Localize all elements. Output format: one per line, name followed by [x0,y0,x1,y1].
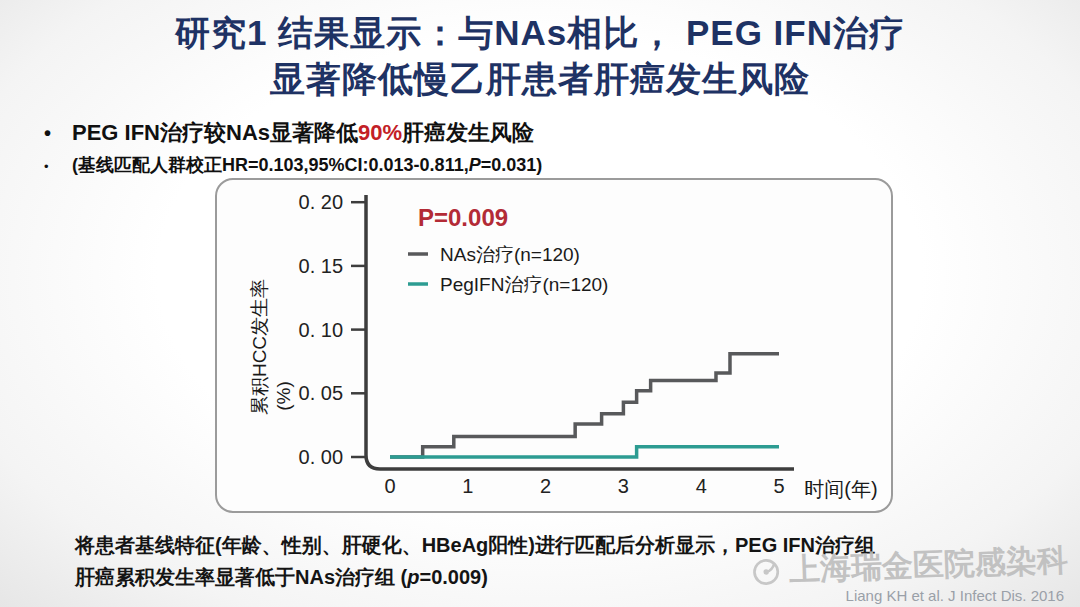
watermark-text: 上海瑞金医院感染科 [788,539,1068,591]
x-tick-label: 5 [773,475,784,497]
km-chart: 0. 00 0. 05 0. 10 0. 15 0. 20 0 1 2 3 4 5 时间(年) 累积HC… [217,180,891,511]
x-axis-title: 时间(年) [804,478,877,500]
bullet-item-1: • PEG IFN治疗较NAs显著降低90%肝癌发生风险 [44,118,542,148]
legend-label-pegifn: PegIFN治疗(n=120) [440,274,608,295]
y-tick-label: 0. 15 [299,255,343,277]
bullet-1-text: PEG IFN治疗较NAs显著降低90%肝癌发生风险 [72,118,534,148]
bullet-item-2: • (基线匹配人群校正HR=0.103,95%CI:0.013-0.811,P=… [44,148,542,177]
highlight-90pct: 90% [358,120,402,145]
y-tick-label: 0. 20 [299,191,343,213]
bullet-list: • PEG IFN治疗较NAs显著降低90%肝癌发生风险 • (基线匹配人群校正… [44,118,542,177]
hospital-logo-icon [747,552,784,589]
x-tick-label: 3 [618,475,629,497]
x-tick-label: 0 [384,475,395,497]
slide-title: 研究1 结果显示：与NAs相比， PEG IFN治疗 显著降低慢乙肝患者肝癌发生… [0,10,1080,102]
bullet-2-text: (基线匹配人群校正HR=0.103,95%CI:0.013-0.811,P=0.… [72,153,542,177]
bullet-marker: • [44,159,72,174]
x-tick-label: 1 [462,475,473,497]
p-value-label: P=0.009 [418,204,508,231]
legend-label-nas: NAs治疗(n=120) [440,244,580,265]
x-tick-label: 2 [540,475,551,497]
slide-title-line1: 研究1 结果显示：与NAs相比， PEG IFN治疗 [0,10,1080,56]
y-axis-title-units: (%) [273,381,294,411]
bullet-marker: • [44,122,72,145]
citation-text: Liang KH et al. J Infect Dis. 2016 [846,587,1064,604]
y-tick-label: 0. 00 [299,446,343,468]
y-tick-label: 0. 10 [299,319,343,341]
series-line-nas [390,354,779,457]
chart-panel: 0. 00 0. 05 0. 10 0. 15 0. 20 0 1 2 3 4 5 时间(年) 累积HC… [215,178,893,513]
slide-title-line2: 显著降低慢乙肝患者肝癌发生风险 [0,56,1080,102]
axes [366,195,794,469]
y-tick-label: 0. 05 [299,382,343,404]
y-axis-title: 累积HCC发生率 [249,279,270,415]
x-tick-label: 4 [696,475,707,497]
